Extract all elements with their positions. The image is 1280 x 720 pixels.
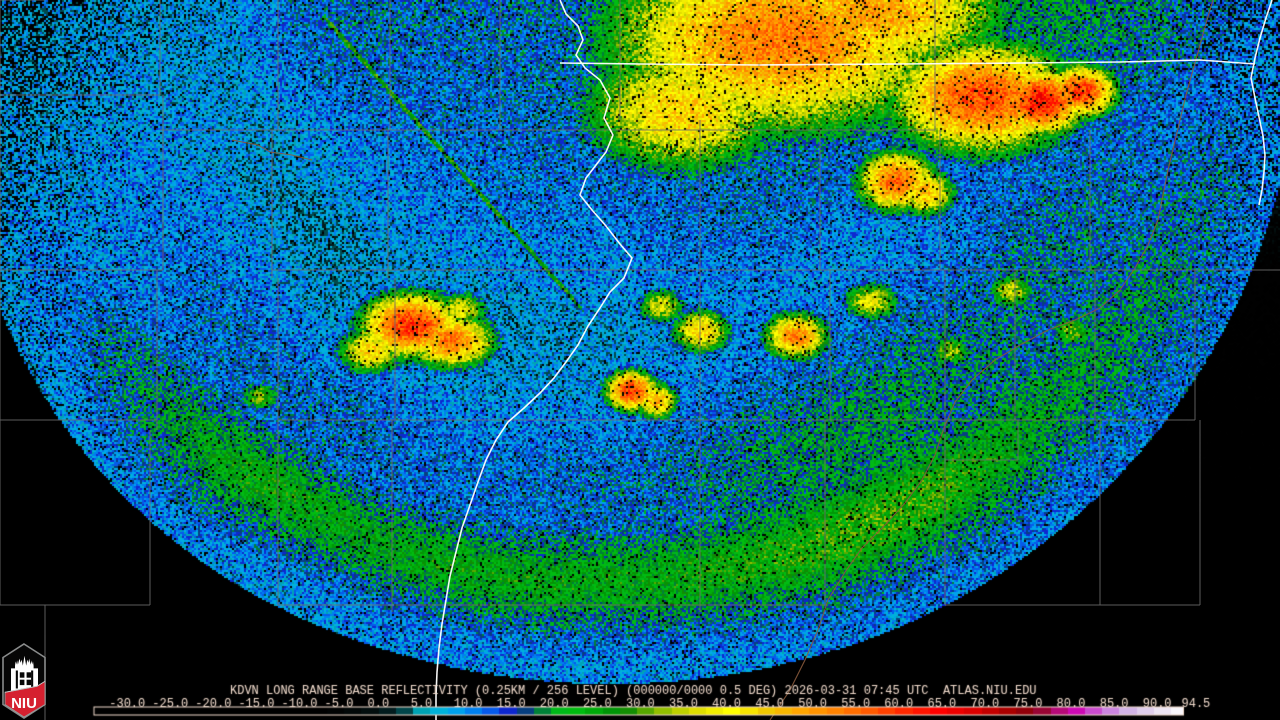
svg-text:NIU: NIU	[11, 695, 37, 712]
